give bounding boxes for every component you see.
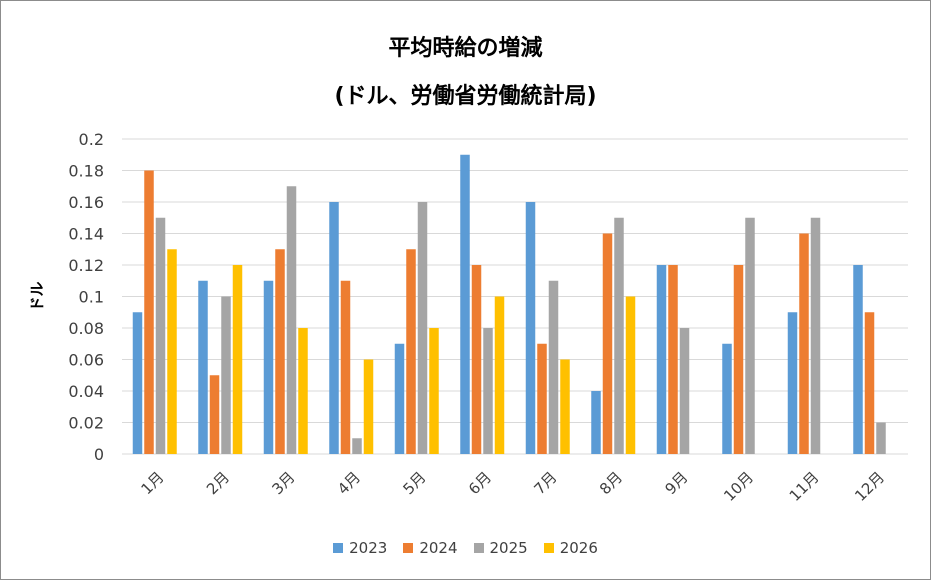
x-tick-label: 2月 <box>203 468 233 498</box>
y-tick-label: 0.18 <box>68 162 104 181</box>
bar-2023-3 <box>263 280 274 454</box>
bar-2025-2 <box>221 296 231 454</box>
x-tick-label: 6月 <box>465 468 495 498</box>
chart-title: 平均時給の増減 <box>388 36 543 61</box>
bar-2023-2 <box>198 280 208 454</box>
bar-2024-10 <box>733 265 744 454</box>
bar-2023-1 <box>132 312 143 454</box>
bar-2024-1 <box>144 170 154 454</box>
chart-legend: 2023 2024 2025 2026 <box>0 539 931 557</box>
y-tick-label: 0.12 <box>68 256 104 275</box>
bar-2025-6 <box>483 328 493 454</box>
bar-2025-1 <box>155 217 166 454</box>
bar-2025-12 <box>876 422 886 454</box>
y-axis-label: ドル <box>28 281 46 311</box>
bar-2025-3 <box>286 186 297 454</box>
bar-2024-11 <box>799 233 809 454</box>
legend-label: 2026 <box>559 539 598 557</box>
bar-2023-6 <box>460 154 470 454</box>
bar-2023-12 <box>853 265 863 454</box>
bar-2025-10 <box>745 217 755 454</box>
bar-2026-7 <box>560 359 570 454</box>
x-tick-label: 12月 <box>851 468 888 505</box>
x-tick-label: 7月 <box>530 468 560 498</box>
bar-2024-4 <box>340 280 351 454</box>
bar-2024-9 <box>668 265 678 454</box>
bar-2025-4 <box>352 438 362 454</box>
legend-swatch <box>403 543 414 553</box>
x-tick-label: 11月 <box>786 468 823 505</box>
x-tick-label: 5月 <box>399 468 429 498</box>
x-tick-label: 8月 <box>596 468 626 498</box>
bar-2024-5 <box>406 249 416 454</box>
legend-swatch <box>333 543 344 553</box>
bar-2026-5 <box>429 328 439 454</box>
bar-2026-8 <box>625 296 636 454</box>
bar-2024-6 <box>471 265 482 454</box>
y-tick-label: 0 <box>94 445 104 464</box>
x-tick-label: 1月 <box>137 468 167 498</box>
x-tick-label: 4月 <box>334 468 364 498</box>
legend-item-2026: 2026 <box>543 539 598 557</box>
bar-2026-1 <box>167 249 177 454</box>
y-tick-label: 0.16 <box>68 193 104 212</box>
x-tick-label: 10月 <box>720 468 757 505</box>
y-tick-label: 0.04 <box>68 382 104 401</box>
legend-label: 2025 <box>489 539 528 557</box>
legend-label: 2024 <box>419 539 458 557</box>
bar-2026-4 <box>363 359 374 454</box>
legend-label: 2023 <box>349 539 388 557</box>
bar-2025-8 <box>614 217 624 454</box>
bar-2026-6 <box>494 296 505 454</box>
x-tick-label: 9月 <box>661 468 691 498</box>
legend-item-2024: 2024 <box>403 539 458 557</box>
bar-2023-7 <box>525 202 536 454</box>
bar-2023-8 <box>591 391 601 454</box>
y-tick-label: 0.14 <box>68 225 104 244</box>
y-tick-label: 0.2 <box>79 130 104 149</box>
bar-2025-7 <box>548 280 559 454</box>
chart-subtitle: (ドル、労働省労働統計局) <box>334 84 597 109</box>
bar-2025-5 <box>417 202 428 454</box>
bar-2026-2 <box>232 265 243 454</box>
y-tick-label: 0.02 <box>68 414 104 433</box>
bar-2025-9 <box>679 328 690 454</box>
bar-2024-8 <box>602 233 613 454</box>
bar-2024-2 <box>209 375 220 454</box>
y-tick-label: 0.08 <box>68 319 104 338</box>
bar-2024-12 <box>864 312 875 454</box>
bar-2024-7 <box>537 343 547 454</box>
bar-2023-9 <box>656 265 667 454</box>
bar-2023-5 <box>394 343 405 454</box>
bar-2023-10 <box>722 343 732 454</box>
legend-swatch <box>473 543 484 553</box>
legend-item-2025: 2025 <box>473 539 528 557</box>
bar-2026-3 <box>298 328 308 454</box>
bar-2023-4 <box>329 202 339 454</box>
bar-2024-3 <box>275 249 285 454</box>
y-tick-label: 0.1 <box>79 288 104 307</box>
bar-2025-11 <box>810 217 821 454</box>
y-tick-label: 0.06 <box>68 351 104 370</box>
x-tick-label: 3月 <box>268 468 298 498</box>
legend-item-2023: 2023 <box>333 539 387 557</box>
bar-2023-11 <box>787 312 798 454</box>
legend-swatch <box>543 543 554 553</box>
